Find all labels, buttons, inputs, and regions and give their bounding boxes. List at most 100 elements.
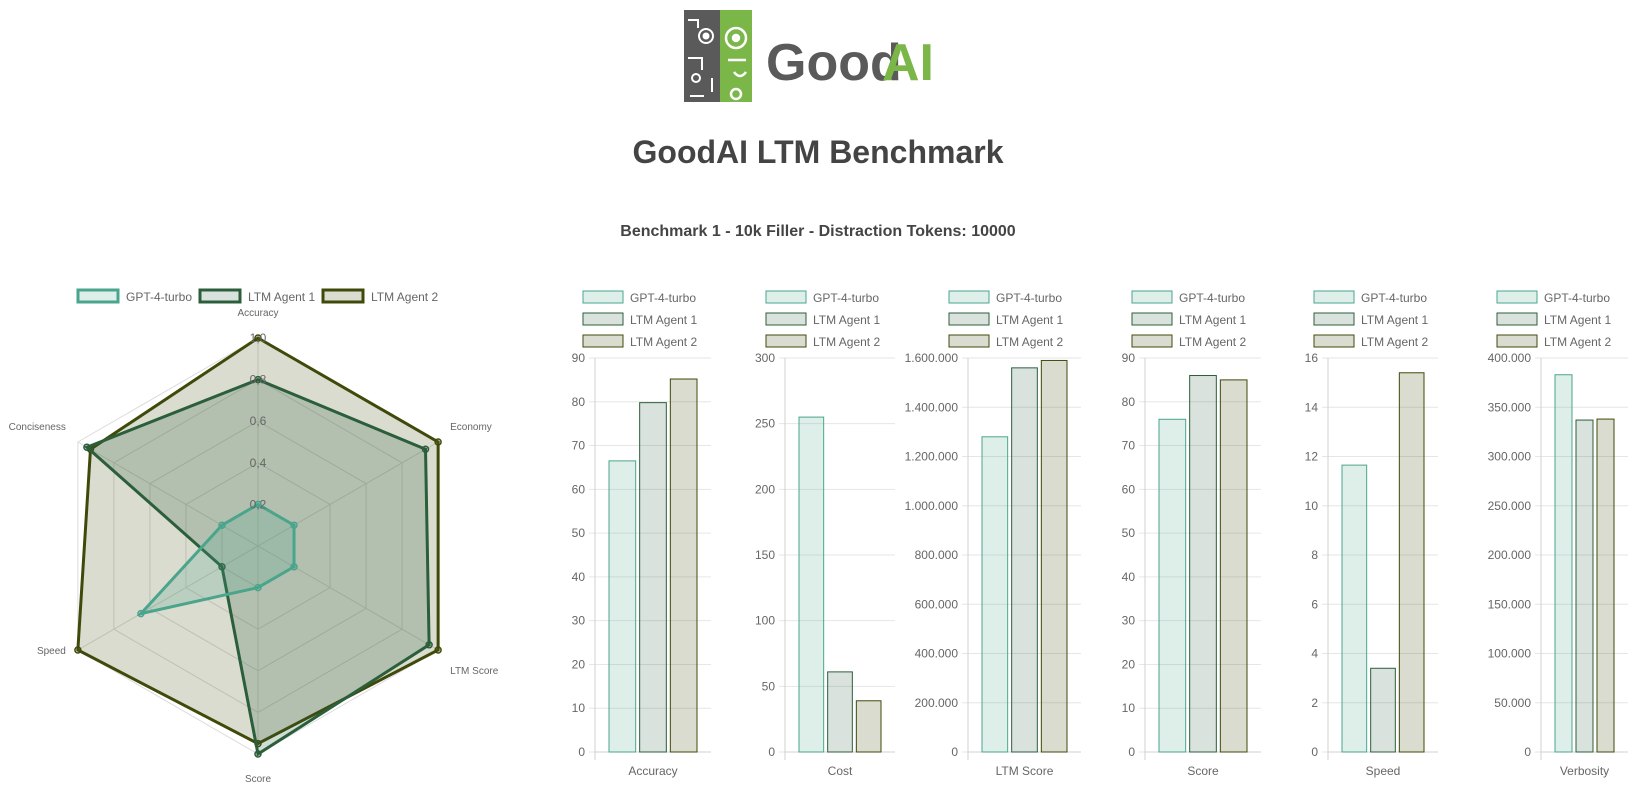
bar-legend-swatch bbox=[765, 290, 807, 304]
bar-tick-label: 6 bbox=[1311, 597, 1318, 611]
bar bbox=[1158, 418, 1187, 753]
bar-legend-label: GPT-4-turbo bbox=[1544, 291, 1610, 305]
page-title: GoodAI LTM Benchmark bbox=[632, 134, 1004, 170]
bar-tick-label: 200.000 bbox=[1488, 548, 1532, 562]
bar-tick-label: 200.000 bbox=[915, 696, 959, 710]
logo-circuit-icon bbox=[688, 19, 714, 97]
bar-tick-label: 30 bbox=[1122, 614, 1136, 628]
bar-tick-label: 10 bbox=[1305, 499, 1319, 513]
radar-point bbox=[254, 500, 262, 509]
bar-tick-label: 80 bbox=[1122, 395, 1136, 409]
radar-point bbox=[434, 646, 442, 654]
benchmark-subtitle: Benchmark 1 - 10k Filler - Distraction T… bbox=[620, 223, 1016, 240]
bar-legend-swatch bbox=[765, 312, 807, 326]
radar-point bbox=[218, 563, 226, 571]
bar-chart-accuracy: GPT-4-turbo LTM Agent 1 LTM Agent 2 0 10 20 30… bbox=[572, 290, 711, 778]
bar-category-label: Score bbox=[1187, 764, 1219, 778]
radar-point bbox=[421, 445, 430, 454]
bar-tick-label: 400.000 bbox=[1488, 351, 1532, 365]
bar bbox=[981, 436, 1009, 753]
goodai-logo: Good AI bbox=[684, 10, 934, 102]
bar-tick-label: 100 bbox=[755, 614, 775, 628]
radar-axis-label: Conciseness bbox=[9, 422, 66, 433]
bar-tick-label: 16 bbox=[1305, 351, 1319, 365]
bar-tick-label: 50.000 bbox=[1494, 696, 1531, 710]
bar-legend-swatch bbox=[765, 334, 807, 348]
bar-tick-label: 100.000 bbox=[1488, 647, 1532, 661]
bar-chart-verbosity: GPT-4-turbo LTM Agent 1 LTM Agent 2 0 50.000… bbox=[1488, 290, 1628, 778]
bar-tick-label: 0 bbox=[1311, 745, 1318, 759]
logo-green-panel bbox=[720, 10, 752, 102]
radar-axis-label: Score bbox=[245, 774, 272, 785]
bar-tick-label: 400.000 bbox=[915, 647, 959, 661]
radar-point bbox=[434, 438, 442, 446]
bar-tick-label: 200 bbox=[755, 482, 775, 496]
bar-tick-label: 800.000 bbox=[915, 548, 959, 562]
bar-tick-label: 12 bbox=[1305, 450, 1319, 464]
bar-tick-label: 40 bbox=[1122, 570, 1136, 584]
bar-tick-label: 250.000 bbox=[1488, 499, 1532, 513]
logo-owl-icon bbox=[724, 26, 748, 101]
radar-legend-swatch bbox=[198, 288, 242, 304]
logo-text-ai: AI bbox=[882, 34, 934, 92]
bar-legend-swatch bbox=[1131, 334, 1173, 348]
radar-axis-label: Speed bbox=[37, 646, 66, 657]
bar bbox=[1189, 375, 1217, 753]
radar-point bbox=[74, 646, 82, 654]
bar-legend-swatch bbox=[1131, 290, 1173, 304]
bar-tick-label: 8 bbox=[1311, 548, 1318, 562]
bar-legend-swatch bbox=[948, 312, 990, 326]
bar-legend-label: LTM Agent 1 bbox=[1361, 313, 1428, 327]
bar bbox=[1370, 667, 1396, 753]
bar-legend-label: GPT-4-turbo bbox=[813, 291, 879, 305]
bar-tick-label: 250 bbox=[755, 417, 775, 431]
radar-tick-label: 0,6 bbox=[250, 414, 267, 428]
bar-legend-label: LTM Agent 2 bbox=[813, 335, 880, 349]
bar-tick-label: 90 bbox=[572, 351, 586, 365]
radar-legend-swatch bbox=[76, 288, 120, 304]
bar-legend-swatch bbox=[948, 290, 990, 304]
bar-category-label: Speed bbox=[1366, 764, 1401, 778]
radar-point bbox=[290, 563, 298, 571]
bar bbox=[1398, 372, 1425, 753]
bar-tick-label: 0 bbox=[951, 745, 958, 759]
bar-legend-label: LTM Agent 1 bbox=[813, 313, 880, 327]
radar-tick-label: 0,2 bbox=[250, 497, 267, 511]
bar-legend-swatch bbox=[582, 290, 624, 304]
bar-tick-label: 1.600.000 bbox=[905, 351, 959, 365]
bar bbox=[1341, 464, 1368, 753]
bar-tick-label: 0 bbox=[1128, 745, 1135, 759]
bar-legend-swatch bbox=[948, 334, 990, 348]
radar-spoke bbox=[77, 441, 259, 547]
bar-legend-swatch bbox=[1131, 312, 1173, 326]
bar bbox=[639, 402, 667, 753]
bar-legend-swatch bbox=[1313, 312, 1355, 326]
bar-legend-label: LTM Agent 1 bbox=[1179, 313, 1246, 327]
bar-chart-ltm-score: GPT-4-turbo LTM Agent 1 LTM Agent 2 0 200.00… bbox=[905, 290, 1081, 778]
bar-legend-label: LTM Agent 2 bbox=[1361, 335, 1428, 349]
bar-tick-label: 10 bbox=[572, 701, 586, 715]
radar-axis-label: Accuracy bbox=[237, 308, 278, 319]
bar-tick-label: 40 bbox=[572, 570, 586, 584]
bar bbox=[669, 378, 698, 753]
bar-tick-label: 50 bbox=[1122, 526, 1136, 540]
bar-legend-label: LTM Agent 1 bbox=[630, 313, 697, 327]
radar-spoke bbox=[257, 545, 439, 651]
bar-legend-swatch bbox=[582, 312, 624, 326]
radar-point bbox=[218, 521, 226, 529]
radar-legend-label: LTM Agent 2 bbox=[371, 290, 438, 304]
bar bbox=[608, 460, 637, 753]
bar-chart-speed: GPT-4-turbo LTM Agent 1 LTM Agent 2 0 2 4 6 8 10… bbox=[1305, 290, 1438, 778]
bar-legend-swatch bbox=[1313, 334, 1355, 348]
bar-tick-label: 1.400.000 bbox=[905, 400, 959, 414]
radar-point bbox=[254, 334, 262, 342]
bar-legend-label: LTM Agent 2 bbox=[630, 335, 697, 349]
bar-legend-label: GPT-4-turbo bbox=[1361, 291, 1427, 305]
radar-spoke bbox=[77, 545, 259, 651]
bar-legend-swatch bbox=[1496, 312, 1538, 326]
radar-point bbox=[254, 583, 262, 592]
bar bbox=[1040, 359, 1068, 753]
radar-point bbox=[425, 641, 433, 649]
bar bbox=[798, 416, 825, 753]
